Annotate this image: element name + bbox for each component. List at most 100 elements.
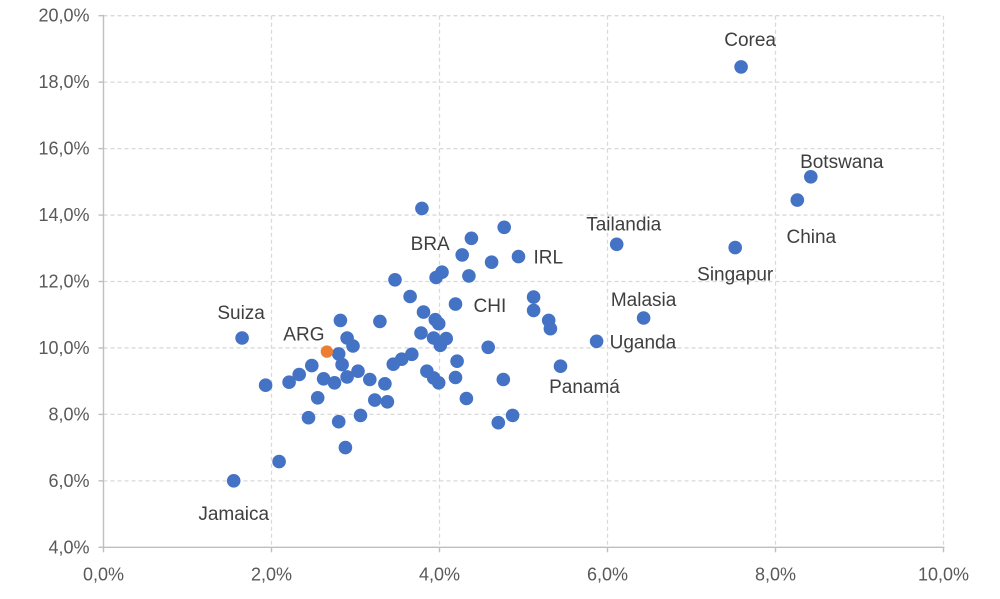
data-point <box>327 376 342 390</box>
point-label: BRA <box>411 234 450 255</box>
data-point <box>305 358 319 373</box>
point-label: CHI <box>474 296 507 317</box>
x-axis-tick-label: 10,0% <box>918 564 969 584</box>
data-point <box>331 414 346 429</box>
point-label: Botswana <box>800 152 884 173</box>
data-point <box>235 331 249 345</box>
y-axis-tick-label: 6,0% <box>48 471 89 491</box>
point-label: Corea <box>724 30 776 51</box>
data-point <box>226 474 241 488</box>
gridlines <box>103 15 945 548</box>
data-point <box>340 370 354 384</box>
x-axis-tick-label: 0,0% <box>83 564 124 584</box>
data-point <box>497 220 512 235</box>
data-point <box>448 297 463 311</box>
data-point <box>292 367 307 382</box>
data-point <box>316 372 331 386</box>
data-point <box>609 237 624 252</box>
data-point <box>462 269 476 283</box>
axes <box>98 14 945 553</box>
point-label: IRL <box>534 248 564 269</box>
y-axis-tick-label: 16,0% <box>38 139 89 159</box>
data-point <box>353 408 368 423</box>
data-point <box>415 201 429 216</box>
data-point <box>373 314 387 329</box>
data-point <box>416 305 431 319</box>
data-point <box>553 359 568 374</box>
data-point <box>301 410 316 425</box>
data-point <box>636 311 651 325</box>
data-point <box>491 415 506 430</box>
data-point <box>351 364 365 379</box>
annotations: Corea Botswana China Singapur Tailandia IRL BR… <box>198 30 884 525</box>
x-axis-tick-label: 6,0% <box>587 564 628 584</box>
data-point <box>394 352 409 367</box>
data-point <box>320 345 334 358</box>
data-point <box>481 340 496 355</box>
data-point <box>363 372 377 387</box>
y-axis-tick-label: 12,0% <box>38 272 89 292</box>
x-axis-tick-label: 2,0% <box>251 564 292 584</box>
point-label: ARG <box>283 325 324 346</box>
data-point <box>403 289 417 304</box>
data-point <box>431 376 446 390</box>
point-label: Malasia <box>611 290 677 311</box>
data-point <box>526 290 541 304</box>
point-label: Jamaica <box>198 504 269 525</box>
data-point <box>346 339 360 353</box>
series-highlight-orange <box>320 345 334 358</box>
data-point <box>335 357 349 372</box>
data-point <box>282 375 296 390</box>
y-axis-tick-label: 14,0% <box>38 205 89 225</box>
data-point <box>464 231 479 246</box>
data-point <box>331 347 346 361</box>
data-point <box>790 193 805 207</box>
data-point <box>405 347 419 362</box>
y-axis-tick-label: 20,0% <box>38 6 89 26</box>
data-point <box>258 378 273 393</box>
data-point <box>429 270 443 285</box>
data-point <box>734 60 748 74</box>
y-axis-tick-label: 18,0% <box>38 72 89 92</box>
point-label: Uganda <box>610 332 677 353</box>
point-label: Tailandia <box>586 214 661 235</box>
series-countries-blue <box>226 60 818 488</box>
data-point <box>804 170 818 184</box>
x-axis-tick-label: 4,0% <box>419 564 460 584</box>
data-point <box>338 440 353 455</box>
data-point <box>448 370 463 385</box>
data-point <box>333 313 348 328</box>
data-point <box>272 454 286 469</box>
data-point <box>589 334 604 349</box>
data-point <box>368 393 382 407</box>
data-point <box>543 321 558 336</box>
data-point <box>459 391 474 406</box>
point-label: Panamá <box>549 377 620 398</box>
data-point <box>526 303 541 318</box>
data-point <box>455 248 470 262</box>
data-point <box>431 316 446 331</box>
y-axis-tick-label: 4,0% <box>48 537 89 557</box>
data-point <box>310 391 325 405</box>
data-point <box>380 395 395 409</box>
data-point <box>388 273 402 287</box>
data-point <box>484 255 499 269</box>
data-point <box>433 338 448 353</box>
data-point <box>728 240 742 255</box>
point-label: Suiza <box>217 303 265 324</box>
data-point <box>496 372 511 387</box>
data-point <box>378 377 392 391</box>
data-point <box>511 249 526 264</box>
data-point <box>414 326 428 340</box>
data-point <box>505 408 520 423</box>
point-label: Singapur <box>697 265 774 286</box>
y-axis-tick-label: 10,0% <box>38 338 89 358</box>
y-axis-tick-label: 8,0% <box>48 404 89 424</box>
point-label: China <box>786 227 836 248</box>
x-axis-tick-label: 8,0% <box>755 564 796 584</box>
tick-labels: 0,0% 2,0% 4,0% 6,0% 8,0% 10,0% 4,0% 6,0% 8,0% 10,… <box>38 6 969 585</box>
data-point <box>450 354 464 369</box>
